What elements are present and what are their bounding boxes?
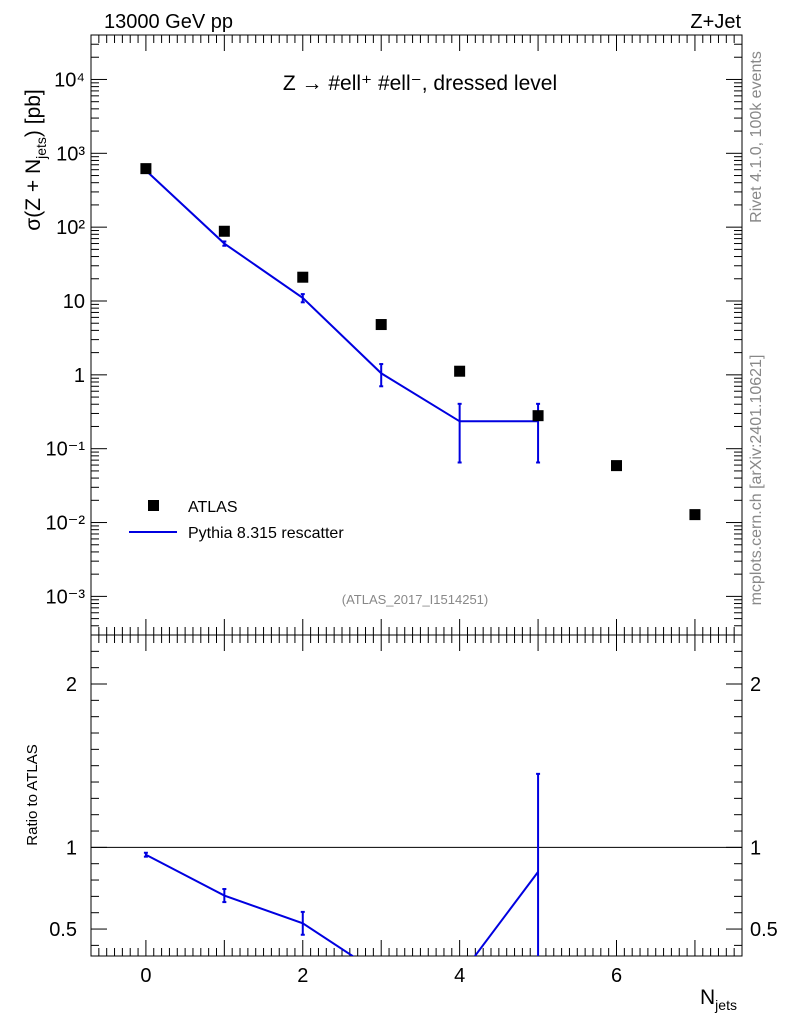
header-left-label: 13000 GeV pp bbox=[104, 11, 233, 33]
ratio-y-tick-label-left: 2 bbox=[66, 674, 77, 696]
ratio-y-tick-label-left: 1 bbox=[66, 837, 77, 859]
rivet-version-label: Rivet 4.1.0, 100k events bbox=[748, 51, 765, 223]
atlas-data-point bbox=[689, 509, 701, 521]
x-tick-label: 0 bbox=[140, 965, 151, 987]
ratio-x-ticks bbox=[98, 635, 735, 956]
main-plot-frame bbox=[90, 34, 743, 636]
main-y-tick-label: 10 bbox=[63, 291, 85, 313]
atlas-data-point bbox=[454, 365, 466, 377]
main-y-tick-label: 10² bbox=[56, 217, 85, 239]
main-y-tick-label: 10⁻³ bbox=[46, 586, 86, 608]
atlas-data-point bbox=[297, 271, 309, 283]
analysis-id-label: (ATLAS_2017_I1514251) bbox=[342, 592, 488, 607]
ratio-y-tick-label-left: 0.5 bbox=[49, 919, 77, 941]
pythia-series bbox=[145, 169, 541, 464]
main-y-axis-title-main: σ(Z + N bbox=[22, 159, 45, 231]
ratio-y-tick-label-right: 1 bbox=[750, 837, 761, 859]
x-axis-title: Njets bbox=[700, 986, 737, 1013]
atlas-data-point bbox=[611, 460, 623, 472]
x-tick-label: 4 bbox=[454, 965, 465, 987]
ratio-line bbox=[145, 853, 539, 956]
pythia-line bbox=[145, 169, 539, 423]
atlas-data-point bbox=[140, 163, 152, 175]
atlas-data-point bbox=[375, 319, 387, 331]
header-right-label: Z+Jet bbox=[690, 11, 741, 33]
main-y-axis-title: σ(Z + Njets) [pb] bbox=[22, 89, 49, 231]
ratio-y-tick-label-right: 2 bbox=[750, 674, 761, 696]
legend: ATLAS Pythia 8.315 rescatter bbox=[129, 499, 344, 542]
main-plot-title: Z → #ell⁺ #ell⁻, dressed level bbox=[283, 72, 557, 95]
x-axis-title-sub: jets bbox=[714, 997, 737, 1013]
main-y-tick-labels: 10⁻³ 10⁻² 10⁻¹ 1 10 10² 10³ 10⁴ bbox=[46, 69, 86, 608]
legend-atlas-label: ATLAS bbox=[188, 499, 238, 516]
ratio-panel: 0.5 0.5 1 1 2 2 0 2 4 6 Ratio to ATLAS Njets bbox=[24, 634, 778, 1013]
legend-atlas-marker bbox=[148, 500, 159, 511]
main-y-tick-label: 10³ bbox=[56, 143, 85, 165]
ratio-x-tick-labels: 0 2 4 6 bbox=[140, 965, 622, 987]
main-y-tick-label: 10⁻¹ bbox=[46, 439, 86, 461]
main-x-ticks bbox=[98, 35, 735, 635]
atlas-series bbox=[140, 163, 701, 521]
atlas-data-point bbox=[532, 410, 544, 422]
main-y-tick-label: 10⁻² bbox=[46, 513, 86, 535]
mcplots-label: mcplots.cern.ch [arXiv:2401.10621] bbox=[748, 355, 765, 606]
main-panel: 10⁻³ 10⁻² 10⁻¹ 1 10 10² 10³ 10⁴ σ(Z + Njets) [p… bbox=[22, 34, 743, 636]
main-y-ticks bbox=[91, 34, 742, 636]
main-y-tick-label: 10⁴ bbox=[54, 69, 85, 91]
legend-pythia-label: Pythia 8.315 rescatter bbox=[188, 525, 344, 542]
ratio-y-tick-labels: 0.5 0.5 1 1 2 2 bbox=[49, 674, 778, 941]
ratio-y-ticks bbox=[91, 634, 742, 946]
main-y-axis-title-tail: ) [pb] bbox=[22, 89, 45, 137]
ratio-series-clipped bbox=[143, 772, 541, 956]
main-y-axis-title-sub: jets bbox=[33, 137, 49, 160]
ratio-y-axis-title: Ratio to ATLAS bbox=[24, 744, 41, 845]
ratio-plot-frame bbox=[90, 634, 743, 957]
x-tick-label: 6 bbox=[611, 965, 622, 987]
main-y-tick-label: 1 bbox=[74, 365, 85, 387]
atlas-data-point bbox=[218, 225, 230, 237]
ratio-series bbox=[143, 772, 541, 956]
x-tick-label: 2 bbox=[297, 965, 308, 987]
ratio-y-tick-label-right: 0.5 bbox=[750, 919, 778, 941]
x-axis-title-main: N bbox=[700, 986, 715, 1009]
